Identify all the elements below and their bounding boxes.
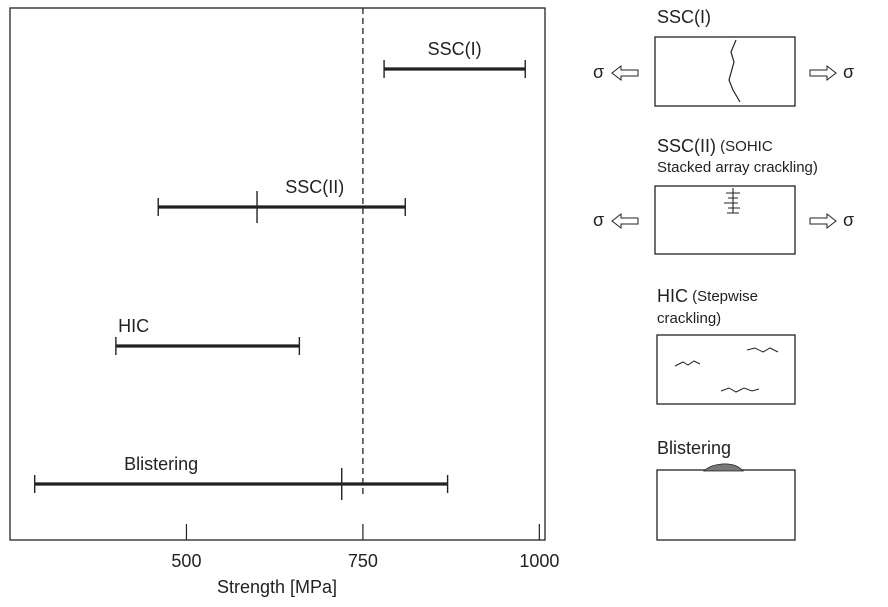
specimen [654, 36, 796, 107]
specimen [656, 469, 796, 541]
range-label: SSC(II) [285, 177, 344, 197]
diagrams: SSC(I) σ σ SSC(II) (SOHIC Stacked array … [593, 7, 854, 541]
panel-title: SSC(II) (SOHIC [657, 136, 773, 156]
panel-note: (Stepwise [688, 288, 758, 305]
specimen [654, 185, 796, 255]
crack [728, 39, 741, 103]
stress-symbol: σ [593, 62, 604, 82]
crack [724, 188, 740, 214]
range-label: Blistering [124, 454, 198, 474]
plot-frame [9, 7, 546, 541]
panel-title: SSC(I) [657, 7, 711, 27]
panel-note: (SOHIC [716, 138, 773, 155]
crack [674, 347, 779, 393]
arrow-left [611, 212, 639, 230]
panel-title: HIC [657, 286, 688, 306]
panel-title: Blistering [657, 438, 731, 458]
panel-note: Stacked array crackling) [657, 159, 818, 176]
arrow-left [611, 64, 639, 82]
panel-title: HIC (Stepwise [657, 286, 758, 306]
x-tick-label: 500 [171, 551, 201, 571]
panel-note: crackling) [657, 310, 721, 327]
x-tick-label: 1000 [519, 551, 559, 571]
range-label: SSC(I) [428, 39, 482, 59]
specimen [656, 334, 796, 405]
arrow-right [809, 212, 837, 230]
x-axis-label: Strength [MPa] [217, 577, 337, 597]
arrow-right [809, 64, 837, 82]
stress-symbol: σ [593, 210, 604, 230]
stress-symbol: σ [843, 210, 854, 230]
stress-symbol: σ [843, 62, 854, 82]
blister [703, 463, 744, 472]
panel-title: SSC(II) [657, 136, 716, 156]
range-label: HIC [118, 316, 149, 336]
x-tick-label: 750 [348, 551, 378, 571]
